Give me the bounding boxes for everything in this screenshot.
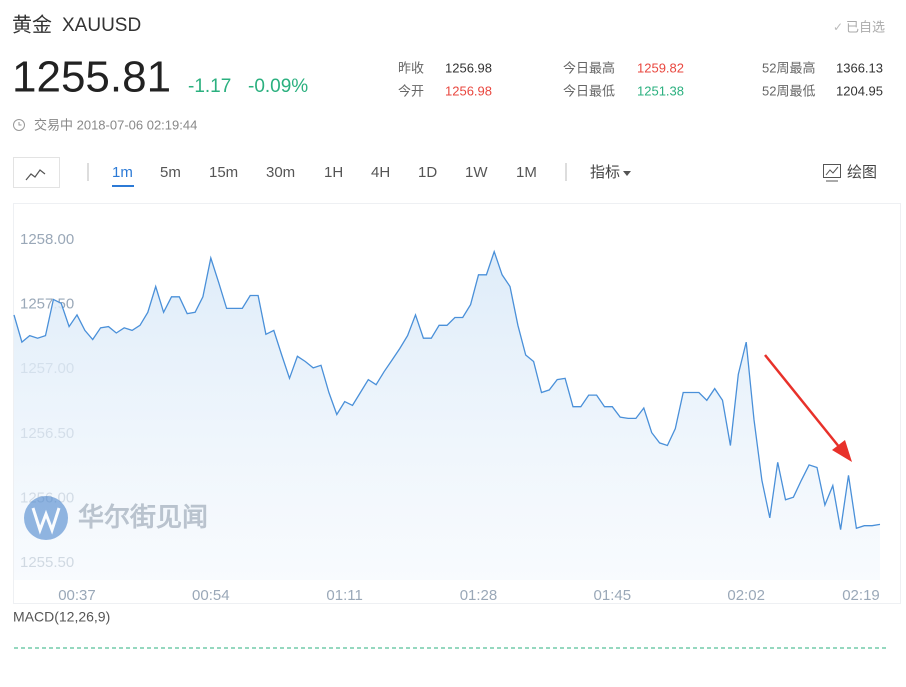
asset-symbol: XAUUSD [62,15,141,36]
watermark-w [31,507,61,535]
indicators-menu[interactable]: 指标 [590,164,620,181]
stat-label: 昨收 [398,60,424,75]
stat-value: 1256.98 [445,60,492,75]
stat-value: 1366.13 [836,60,883,75]
price-change: -1.17 [188,76,231,97]
clock-icon [13,119,25,131]
x-tick-label: 02:19 [842,587,880,604]
interval-tab[interactable]: 1H [324,164,343,181]
line-icon [25,169,46,181]
x-tick-label: 00:54 [192,587,230,604]
stat-value: 1204.95 [836,83,883,98]
watermark: 华尔街见闻 [24,496,208,540]
annotation-arrow [764,354,841,449]
clock-hands [18,122,22,126]
macd-label: MACD(12,26,9) [13,609,110,625]
draw-icon [823,164,841,178]
stat-label: 今日最低 [563,83,615,98]
interval-tab[interactable]: 1D [418,164,437,181]
x-tick-label: 01:28 [460,587,498,604]
stat-value: 1256.98 [445,83,492,98]
stat-label: 52周最低 [762,83,815,98]
interval-tab[interactable]: 5m [160,164,181,181]
annotation-arrowhead [832,440,852,462]
asset-name: 黄金 [12,13,52,36]
draw-icon-line [825,166,839,176]
x-tick-label: 00:37 [58,587,96,604]
price-area [14,251,880,580]
stat-value: 1259.82 [637,60,684,75]
x-tick-label: 02:02 [727,587,765,604]
watermark-text: 华尔街见闻 [78,502,208,532]
stat-label: 52周最高 [762,60,815,75]
x-tick-label: 01:45 [594,587,632,604]
price-line [13,249,881,530]
interval-tab[interactable]: 1M [516,164,537,181]
interval-tab[interactable]: 1W [465,164,488,181]
price-change-pct: -0.09% [248,76,308,97]
interval-tabs: 1m 5m 15m 30m 1H 4H 1D 1W 1M [112,164,537,187]
price-chart: 1255.501256.001256.501257.001257.501258.… [13,231,881,604]
stat-label: 今日最高 [563,60,615,75]
interval-tab[interactable]: 15m [209,164,238,181]
watch-button[interactable]: 已自选 [846,19,885,34]
draw-button[interactable]: 绘图 [847,164,877,181]
y-tick-label: 1258.00 [20,231,74,248]
interval-tab[interactable]: 4H [371,164,390,181]
chart-type-button[interactable] [13,157,60,188]
watch-check: ✓ [833,20,843,34]
interval-tab[interactable]: 30m [266,164,295,181]
active-underline [112,185,134,187]
stat-label: 今开 [398,83,424,98]
stat-value: 1251.38 [637,83,684,98]
price: 1255.81 [12,53,171,102]
stats: 昨收 1256.98 今开 1256.98 今日最高 1259.82 今日最低 1251.38… [398,60,883,98]
x-tick-label: 01:11 [326,587,362,604]
chart-frame [13,203,901,604]
interval-tab[interactable]: 1m [112,164,133,181]
trade-status: 交易中 2018-07-06 02:19:44 [34,117,197,132]
y-tick-label: 1257.50 [20,296,74,313]
dropdown-caret [623,171,631,176]
